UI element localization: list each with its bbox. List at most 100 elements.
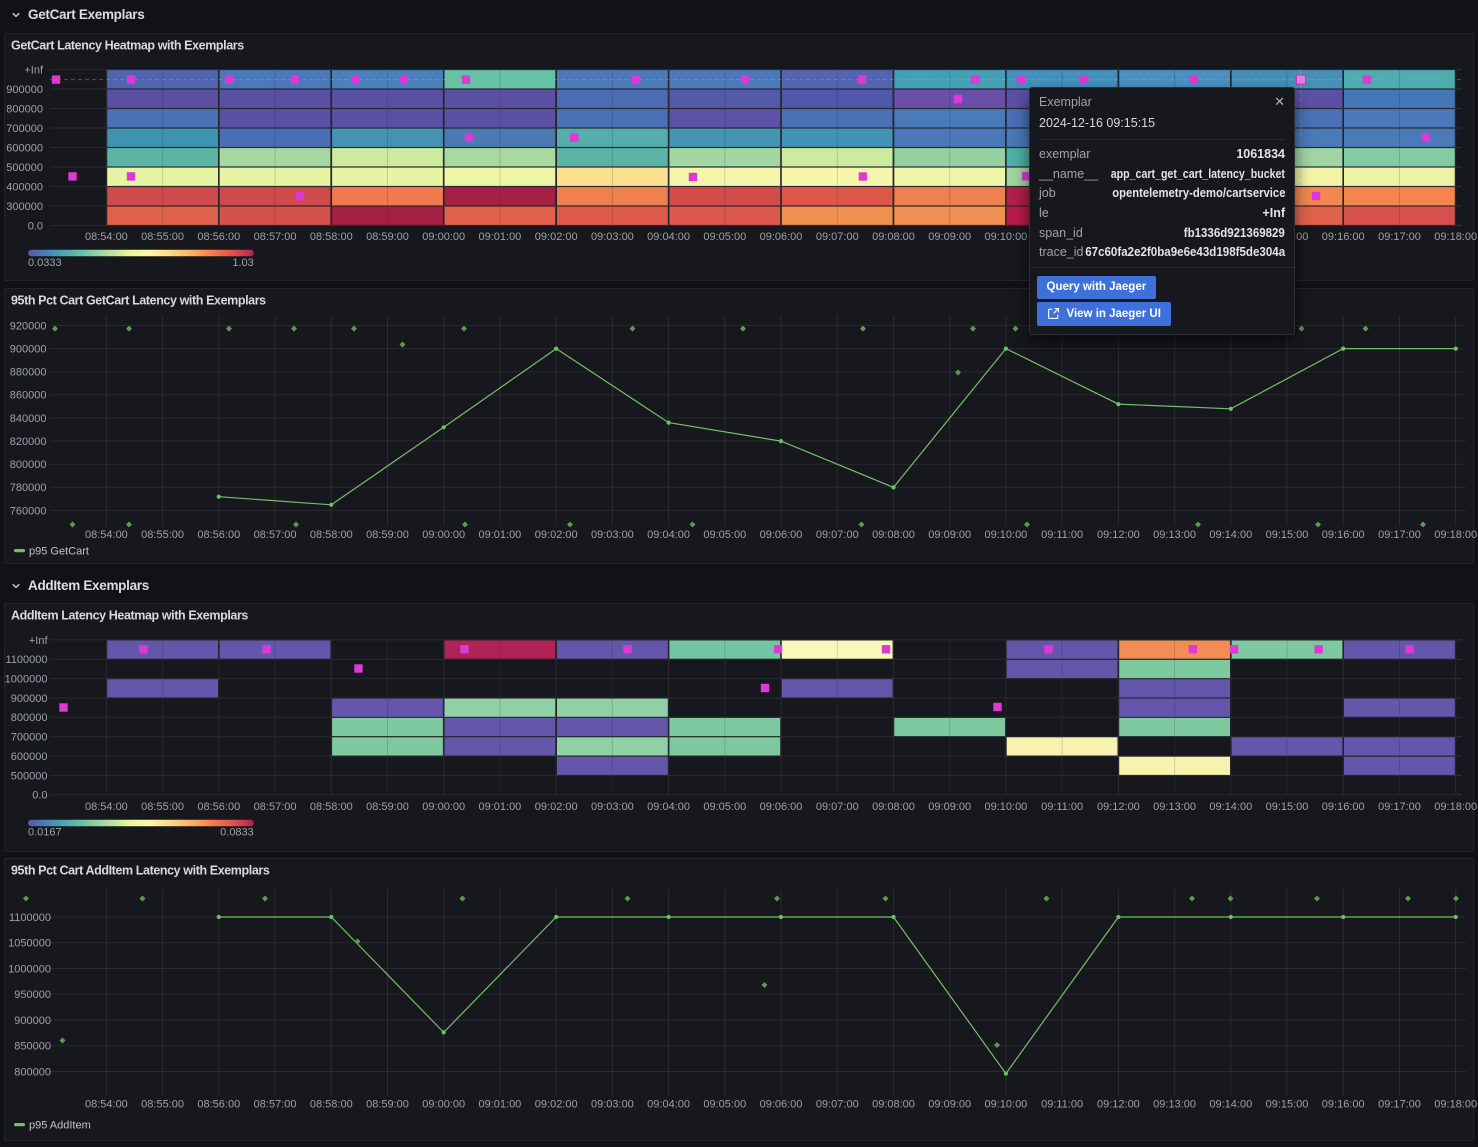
svg-text:08:55:00: 08:55:00: [141, 1098, 184, 1110]
svg-text:09:06:00: 09:06:00: [760, 1098, 803, 1110]
svg-text:08:56:00: 08:56:00: [197, 1098, 240, 1110]
svg-text:1100000: 1100000: [5, 654, 47, 666]
svg-text:0.0: 0.0: [28, 220, 43, 232]
svg-text:820000: 820000: [10, 436, 47, 448]
svg-text:09:16:00: 09:16:00: [1322, 231, 1365, 243]
svg-text:880000: 880000: [10, 367, 47, 379]
svg-text:08:58:00: 08:58:00: [310, 231, 353, 243]
svg-text:09:07:00: 09:07:00: [816, 1098, 859, 1110]
svg-text:09:02:00: 09:02:00: [535, 1098, 578, 1110]
svg-text:0.0833: 0.0833: [220, 827, 254, 839]
svg-text:+Inf: +Inf: [29, 635, 49, 647]
svg-text:09:09:00: 09:09:00: [928, 529, 971, 541]
svg-text:09:14:00: 09:14:00: [1209, 801, 1252, 813]
svg-text:0.0167: 0.0167: [28, 827, 62, 839]
svg-text:09:07:00: 09:07:00: [816, 801, 859, 813]
svg-text:09:13:00: 09:13:00: [1153, 529, 1196, 541]
svg-text:900000: 900000: [14, 1015, 51, 1027]
svg-text:09:00:00: 09:00:00: [422, 801, 465, 813]
svg-text:1.03: 1.03: [232, 257, 253, 269]
svg-text:09:15:00: 09:15:00: [1266, 1098, 1309, 1110]
svg-text:0.0: 0.0: [32, 790, 47, 802]
svg-text:09:10:00: 09:10:00: [984, 529, 1027, 541]
svg-text:09:09:00: 09:09:00: [928, 1098, 971, 1110]
svg-text:09:13:00: 09:13:00: [1153, 1098, 1196, 1110]
svg-text:+Inf: +Inf: [24, 64, 44, 76]
svg-text:09:06:00: 09:06:00: [760, 529, 803, 541]
svg-text:500000: 500000: [6, 162, 43, 174]
svg-text:09:18:00: 09:18:00: [1434, 801, 1477, 813]
svg-text:920000: 920000: [10, 320, 47, 332]
svg-text:09:05:00: 09:05:00: [703, 231, 746, 243]
svg-text:860000: 860000: [10, 390, 47, 402]
svg-text:09:15:00: 09:15:00: [1266, 801, 1309, 813]
svg-text:09:05:00: 09:05:00: [703, 1098, 746, 1110]
svg-text:09:01:00: 09:01:00: [478, 529, 521, 541]
svg-text:09:04:00: 09:04:00: [647, 529, 690, 541]
svg-text:09:15:00: 09:15:00: [1266, 529, 1309, 541]
svg-text:09:08:00: 09:08:00: [872, 1098, 915, 1110]
svg-text:09:05:00: 09:05:00: [703, 529, 746, 541]
svg-text:08:57:00: 08:57:00: [254, 529, 297, 541]
svg-text:09:16:00: 09:16:00: [1322, 801, 1365, 813]
svg-text:09:18:00: 09:18:00: [1434, 1098, 1477, 1110]
svg-text:08:57:00: 08:57:00: [254, 801, 297, 813]
svg-text:09:03:00: 09:03:00: [591, 529, 634, 541]
svg-text:09:04:00: 09:04:00: [647, 1098, 690, 1110]
svg-text:09:08:00: 09:08:00: [872, 231, 915, 243]
svg-text:08:54:00: 08:54:00: [85, 1098, 128, 1110]
svg-text:09:06:00: 09:06:00: [760, 231, 803, 243]
svg-text:08:55:00: 08:55:00: [141, 801, 184, 813]
svg-text:09:12:00: 09:12:00: [1097, 1098, 1140, 1110]
svg-text:08:54:00: 08:54:00: [85, 231, 128, 243]
svg-text:1000000: 1000000: [8, 963, 51, 975]
svg-text:09:01:00: 09:01:00: [478, 1098, 521, 1110]
svg-text:p95 AddItem: p95 AddItem: [29, 1120, 91, 1132]
svg-text:900000: 900000: [10, 344, 47, 356]
svg-text:840000: 840000: [10, 413, 47, 425]
svg-text:08:58:00: 08:58:00: [310, 801, 353, 813]
svg-text:09:18:00: 09:18:00: [1434, 231, 1477, 243]
svg-text:09:00:00: 09:00:00: [422, 231, 465, 243]
svg-text:09:03:00: 09:03:00: [591, 231, 634, 243]
svg-text:800000: 800000: [6, 103, 43, 115]
svg-text:09:03:00: 09:03:00: [591, 801, 634, 813]
svg-text:09:10:00: 09:10:00: [984, 1098, 1027, 1110]
svg-text:09:11:00: 09:11:00: [1041, 801, 1083, 813]
svg-text:09:09:00: 09:09:00: [928, 801, 971, 813]
svg-text:08:59:00: 08:59:00: [366, 231, 409, 243]
svg-text:700000: 700000: [11, 732, 48, 744]
svg-text:09:07:00: 09:07:00: [816, 231, 859, 243]
svg-text:09:01:00: 09:01:00: [478, 801, 521, 813]
svg-text:800000: 800000: [11, 712, 48, 724]
svg-text:09:13:00: 09:13:00: [1153, 801, 1196, 813]
svg-text:09:05:00: 09:05:00: [703, 801, 746, 813]
svg-text:850000: 850000: [14, 1041, 51, 1053]
svg-text:GetCart Latency Heatmap with E: GetCart Latency Heatmap with Exemplars: [11, 39, 244, 53]
svg-text:09:02:00: 09:02:00: [535, 801, 578, 813]
svg-text:08:59:00: 08:59:00: [366, 801, 409, 813]
svg-text:09:10:00: 09:10:00: [984, 231, 1027, 243]
svg-text:09:02:00: 09:02:00: [535, 529, 578, 541]
svg-text:760000: 760000: [10, 505, 47, 517]
svg-text:09:14:00: 09:14:00: [1209, 1098, 1252, 1110]
svg-text:09:17:00: 09:17:00: [1378, 529, 1421, 541]
svg-text:09:17:00: 09:17:00: [1378, 231, 1421, 243]
svg-text:09:11:00: 09:11:00: [1041, 529, 1083, 541]
svg-text:300000: 300000: [6, 201, 43, 213]
svg-text:1050000: 1050000: [8, 938, 51, 950]
svg-text:09:04:00: 09:04:00: [647, 231, 690, 243]
svg-text:09:10:00: 09:10:00: [984, 801, 1027, 813]
svg-text:08:54:00: 08:54:00: [85, 801, 128, 813]
svg-text:950000: 950000: [14, 989, 51, 1001]
svg-text:AddItem Latency Heatmap with E: AddItem Latency Heatmap with Exemplars: [11, 609, 248, 623]
svg-text:08:59:00: 08:59:00: [366, 1098, 409, 1110]
svg-text:08:56:00: 08:56:00: [197, 529, 240, 541]
svg-text:800000: 800000: [14, 1066, 51, 1078]
svg-text:09:12:00: 09:12:00: [1097, 529, 1140, 541]
svg-text:09:17:00: 09:17:00: [1378, 1098, 1421, 1110]
svg-text:1100000: 1100000: [9, 912, 51, 924]
svg-text:08:58:00: 08:58:00: [310, 529, 353, 541]
svg-text:780000: 780000: [10, 482, 47, 494]
svg-text:08:59:00: 08:59:00: [366, 529, 409, 541]
